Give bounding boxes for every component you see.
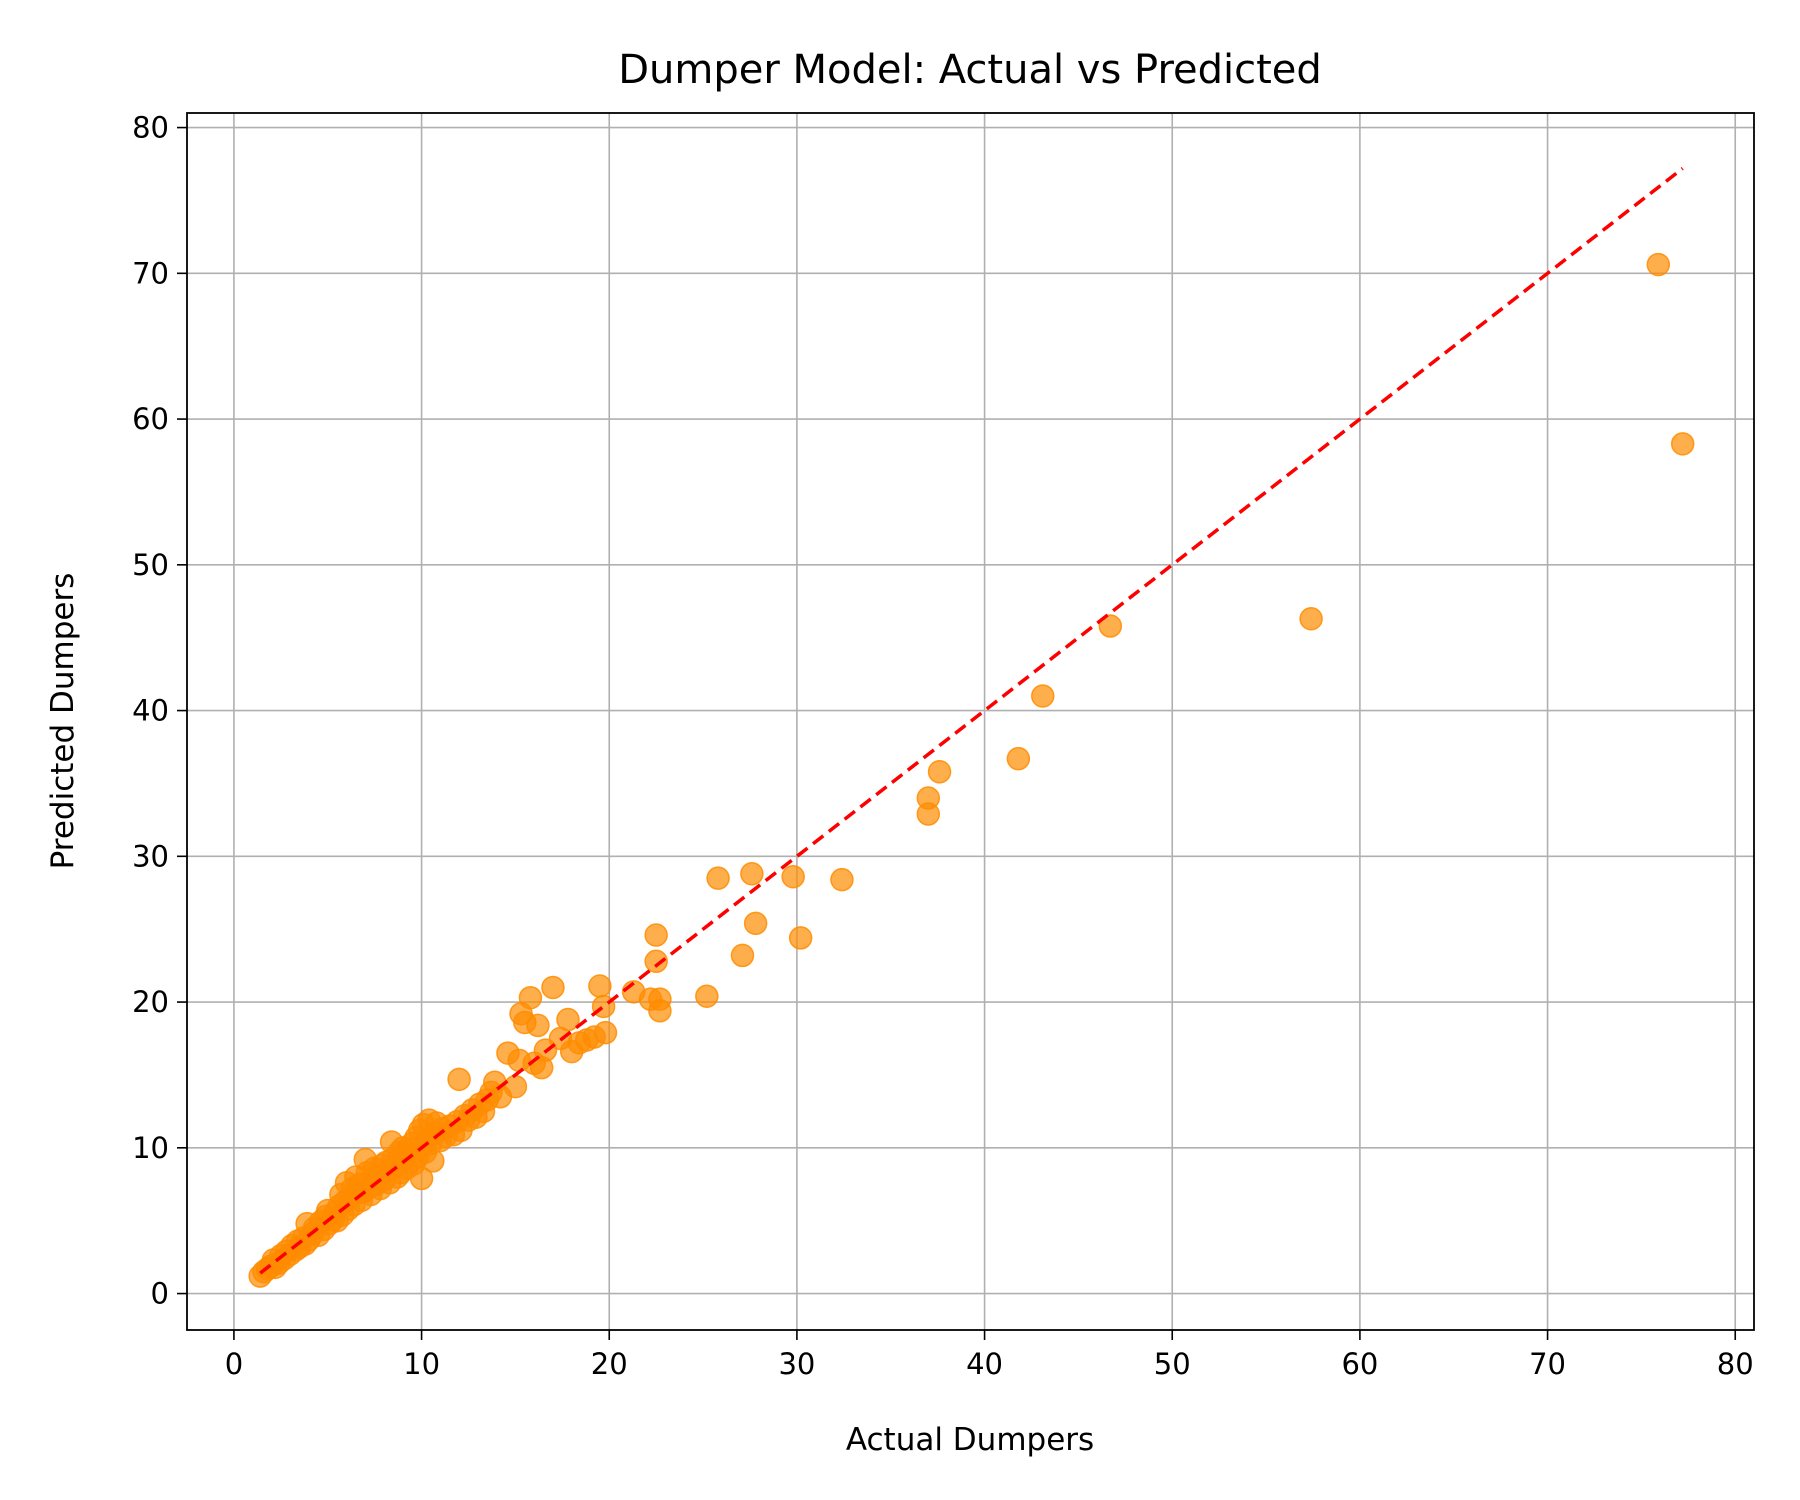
- data-point-107: [518, 985, 543, 1010]
- x-tick-label: 80: [1717, 1347, 1754, 1381]
- data-point-114: [556, 1007, 580, 1032]
- data-point-143: [1646, 252, 1671, 277]
- data-point-125: [644, 949, 668, 974]
- data-point-109: [526, 1013, 550, 1038]
- data-point-134: [788, 926, 813, 950]
- y-tick-label: 70: [132, 256, 169, 290]
- data-point-74: [409, 1166, 434, 1191]
- data-point-128: [695, 984, 719, 1008]
- data-point-139: [1006, 746, 1031, 771]
- x-tick-label: 70: [1529, 1347, 1566, 1381]
- data-point-135: [830, 867, 854, 892]
- x-tick-label: 60: [1341, 1347, 1378, 1381]
- reference-line-group: [259, 167, 1684, 1275]
- data-point-130: [730, 943, 755, 968]
- x-tick-label: 10: [403, 1347, 440, 1381]
- y-tick-label: 40: [132, 694, 169, 728]
- y-tick-label: 80: [132, 111, 169, 145]
- data-point-129: [706, 866, 730, 890]
- x-tick-label: 50: [1154, 1347, 1191, 1381]
- data-point-90: [447, 1067, 471, 1092]
- data-point-138: [927, 760, 952, 784]
- plot-frame: [186, 112, 1755, 1331]
- x-tick-label: 40: [966, 1347, 1003, 1381]
- x-tick-label: 0: [225, 1347, 243, 1381]
- y-tick-label: 30: [132, 839, 169, 873]
- data-point-132: [743, 911, 768, 936]
- y-axis-label: Predicted Dumpers: [45, 573, 81, 870]
- data-point-81: [421, 1149, 445, 1173]
- chart-title: Dumper Model: Actual vs Predicted: [618, 47, 1322, 93]
- data-point-131: [740, 862, 764, 886]
- reference-line: [259, 167, 1684, 1275]
- x-tick-label: 20: [591, 1347, 628, 1381]
- data-point-124: [644, 923, 668, 947]
- data-points: [248, 252, 1695, 1288]
- x-axis-label: Actual Dumpers: [846, 1422, 1094, 1458]
- axis-ticks: 0 10 20 30 40 50 60 70 80 0 10 20 30 40 50 60 70 80: [132, 111, 1754, 1381]
- data-point-141: [1098, 614, 1123, 638]
- y-tick-label: 10: [132, 1131, 169, 1165]
- data-point-127: [648, 999, 672, 1023]
- x-tick-label: 30: [778, 1347, 815, 1381]
- data-point-142: [1299, 606, 1323, 631]
- data-point-140: [1031, 684, 1055, 708]
- y-tick-label: 0: [151, 1277, 169, 1311]
- data-point-121: [593, 1020, 618, 1045]
- data-point-144: [1670, 432, 1695, 456]
- data-point-112: [541, 975, 565, 1000]
- data-point-137: [916, 802, 941, 826]
- data-point-133: [781, 864, 805, 889]
- y-tick-label: 50: [132, 548, 169, 582]
- data-point-103: [503, 1074, 528, 1099]
- y-tick-label: 20: [132, 985, 169, 1019]
- y-tick-label: 60: [132, 402, 169, 436]
- data-point-119: [588, 974, 612, 998]
